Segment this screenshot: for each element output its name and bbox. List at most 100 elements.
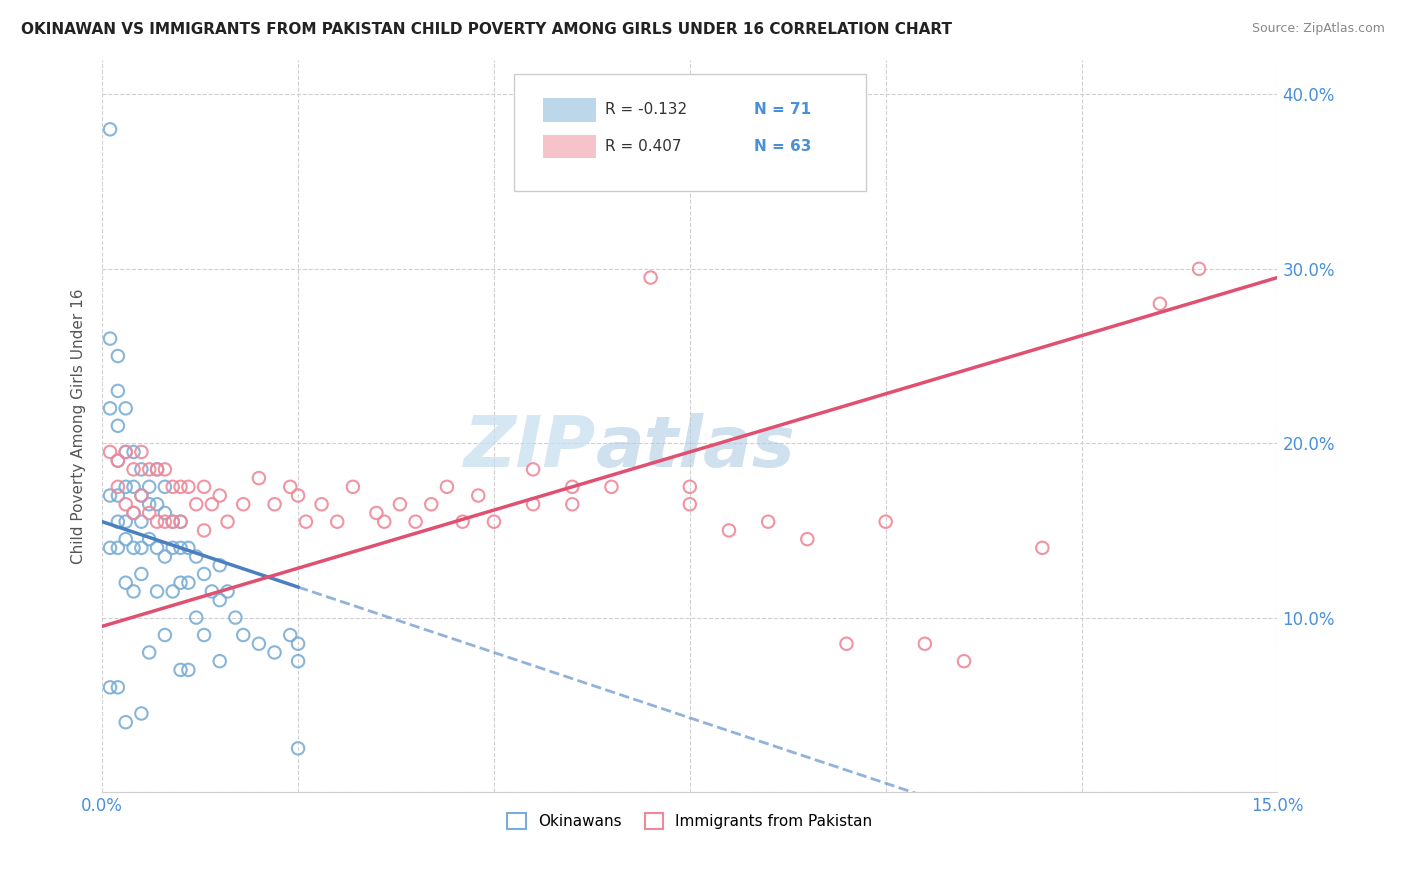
Point <box>756 515 779 529</box>
Point <box>186 549 208 564</box>
Point <box>153 506 176 520</box>
Point <box>107 681 129 695</box>
Point <box>193 566 215 581</box>
Point <box>138 645 160 659</box>
Point <box>247 637 270 651</box>
Point <box>131 515 153 529</box>
Point <box>405 515 427 529</box>
Point <box>169 480 191 494</box>
Point <box>287 741 309 756</box>
Point <box>146 497 169 511</box>
Point <box>114 715 136 730</box>
Point <box>131 541 153 555</box>
Point <box>482 515 505 529</box>
Point <box>326 515 349 529</box>
Legend: Okinawans, Immigrants from Pakistan: Okinawans, Immigrants from Pakistan <box>502 807 879 836</box>
Point <box>373 515 395 529</box>
Point <box>98 401 121 416</box>
Point <box>247 471 270 485</box>
Point <box>138 462 160 476</box>
Point <box>107 418 129 433</box>
Point <box>131 489 153 503</box>
Point <box>153 628 176 642</box>
Point <box>162 480 184 494</box>
Point <box>122 445 145 459</box>
Point <box>107 453 129 467</box>
Point <box>114 445 136 459</box>
Text: N = 63: N = 63 <box>755 138 811 153</box>
Point <box>107 541 129 555</box>
Point <box>169 515 191 529</box>
Text: Source: ZipAtlas.com: Source: ZipAtlas.com <box>1251 22 1385 36</box>
Text: OKINAWAN VS IMMIGRANTS FROM PAKISTAN CHILD POVERTY AMONG GIRLS UNDER 16 CORRELAT: OKINAWAN VS IMMIGRANTS FROM PAKISTAN CHI… <box>21 22 952 37</box>
Point <box>107 480 129 494</box>
Point <box>114 445 136 459</box>
Point <box>1149 296 1171 310</box>
Point <box>193 628 215 642</box>
Point <box>114 480 136 494</box>
Point <box>153 480 176 494</box>
Point <box>107 349 129 363</box>
Point <box>1031 541 1053 555</box>
Point <box>679 497 702 511</box>
Point <box>107 515 129 529</box>
Point <box>342 480 364 494</box>
Point <box>146 584 169 599</box>
FancyBboxPatch shape <box>543 135 596 159</box>
Point <box>561 480 583 494</box>
Point <box>217 584 239 599</box>
Point <box>177 575 200 590</box>
Point <box>153 462 176 476</box>
Point <box>561 497 583 511</box>
Point <box>224 610 246 624</box>
Point <box>146 541 169 555</box>
Point <box>153 549 176 564</box>
Point <box>122 541 145 555</box>
Point <box>122 506 145 520</box>
Point <box>169 663 191 677</box>
Text: atlas: atlas <box>596 413 796 483</box>
Point <box>287 489 309 503</box>
Point <box>287 637 309 651</box>
Point <box>835 637 858 651</box>
Point <box>138 480 160 494</box>
Point <box>193 480 215 494</box>
Point <box>131 462 153 476</box>
Point <box>640 270 662 285</box>
Point <box>914 637 936 651</box>
Point <box>451 515 474 529</box>
Point <box>208 489 231 503</box>
Text: ZIP: ZIP <box>464 413 596 483</box>
Point <box>875 515 897 529</box>
Point <box>420 497 443 511</box>
Point <box>193 524 215 538</box>
Point <box>114 532 136 546</box>
Point <box>107 453 129 467</box>
Point <box>208 654 231 668</box>
Point <box>169 541 191 555</box>
Point <box>131 489 153 503</box>
Point <box>679 480 702 494</box>
Point <box>953 654 976 668</box>
Point <box>122 506 145 520</box>
Point <box>1188 261 1211 276</box>
Point <box>169 575 191 590</box>
Point <box>263 645 285 659</box>
Point <box>138 497 160 511</box>
Point <box>162 541 184 555</box>
Text: R = -0.132: R = -0.132 <box>605 102 688 117</box>
Point <box>522 462 544 476</box>
Point <box>131 566 153 581</box>
Point <box>201 584 224 599</box>
Point <box>467 489 489 503</box>
Point <box>388 497 411 511</box>
Point <box>131 706 153 721</box>
Point <box>366 506 388 520</box>
Point <box>138 506 160 520</box>
Point <box>122 584 145 599</box>
Point <box>162 584 184 599</box>
Point <box>169 515 191 529</box>
Point <box>177 663 200 677</box>
Point <box>114 575 136 590</box>
Point <box>114 497 136 511</box>
